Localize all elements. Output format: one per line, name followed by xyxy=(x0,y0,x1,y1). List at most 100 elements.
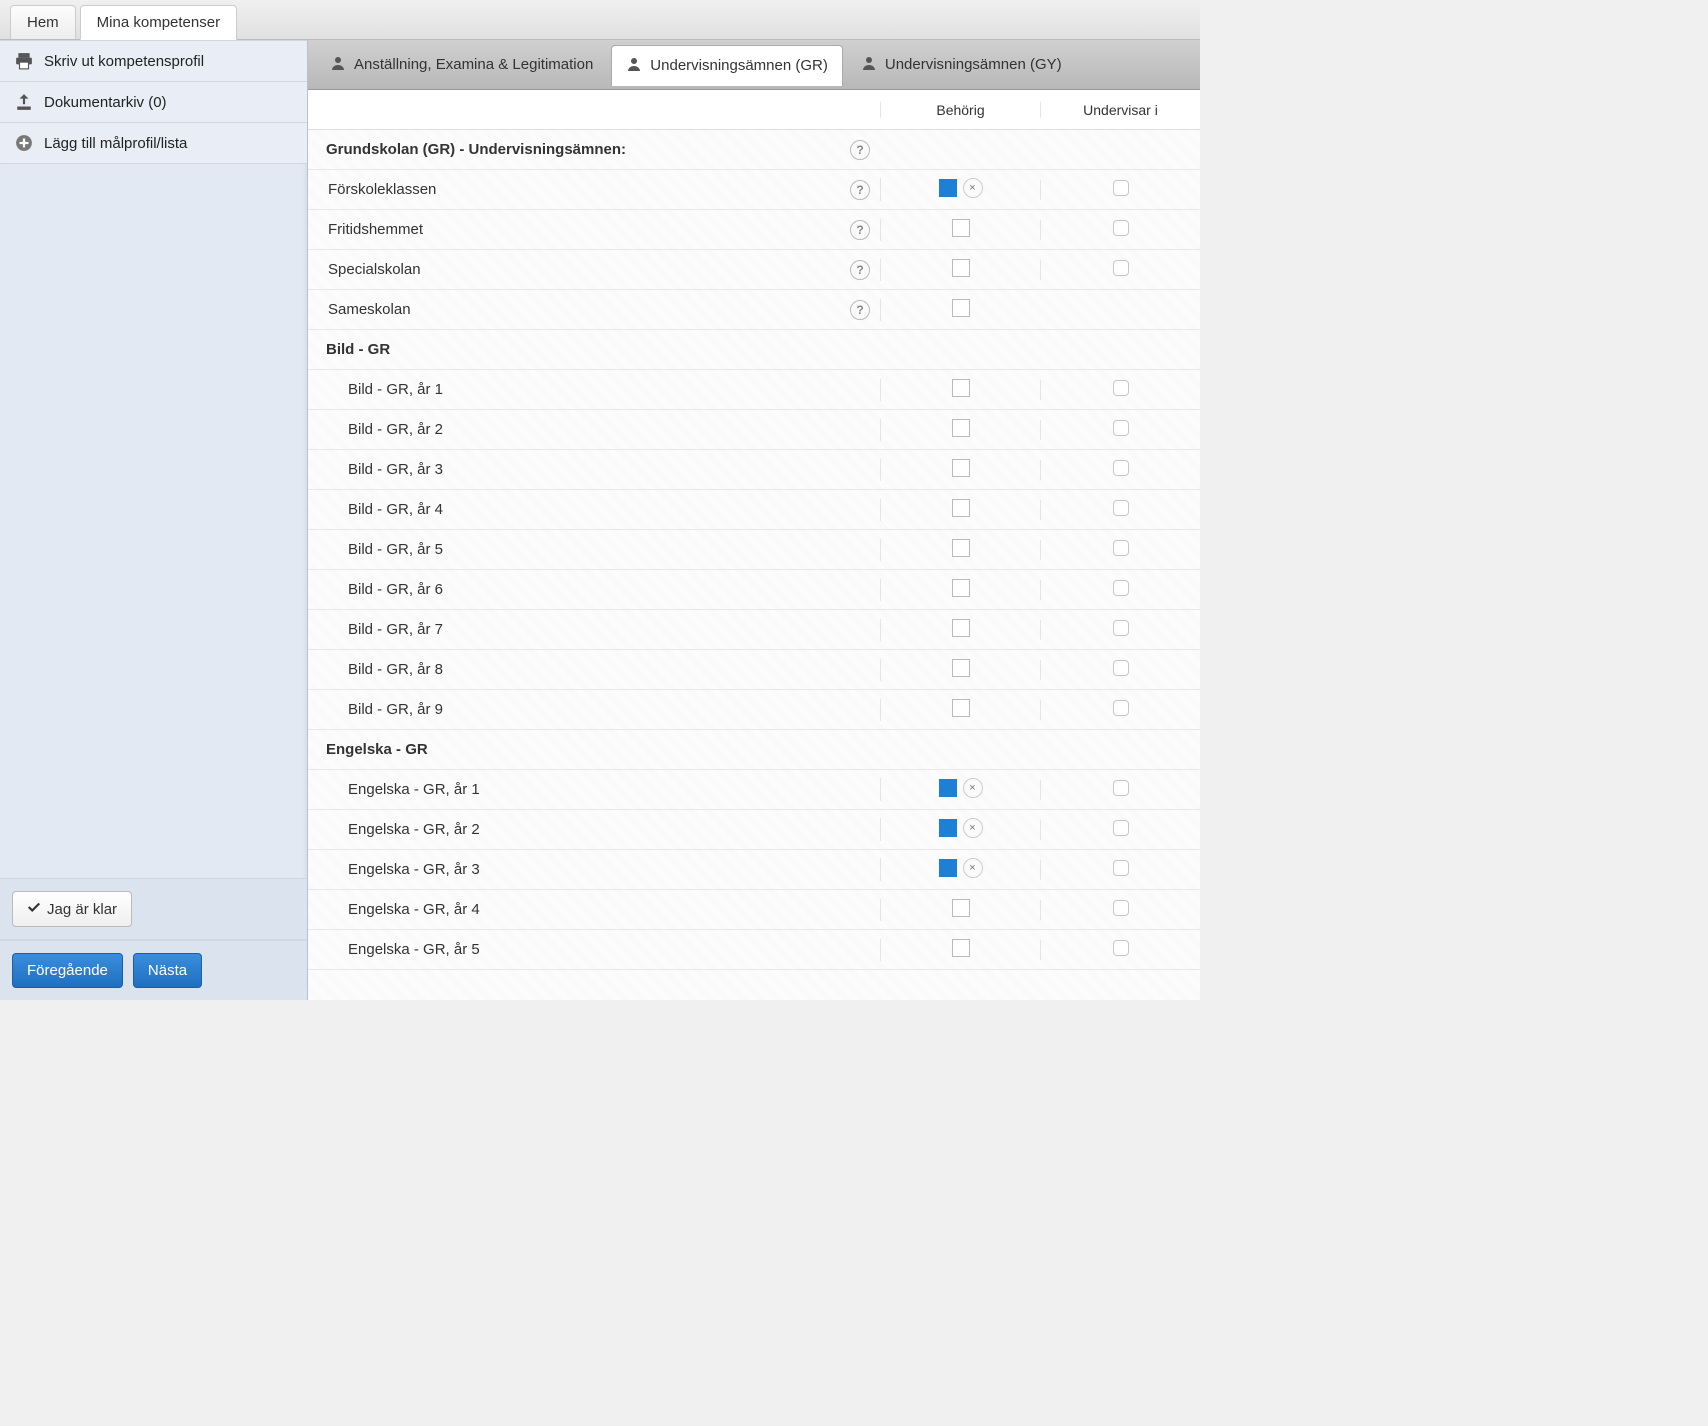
row-label: Bild - GR, år 4 xyxy=(308,501,840,518)
remove-icon[interactable]: × xyxy=(963,778,983,798)
behorig-checkbox[interactable] xyxy=(952,699,970,717)
undervisar-checkbox[interactable] xyxy=(1113,860,1129,876)
table-row: Fritidshemmet? xyxy=(308,210,1200,250)
sidebar-item-add-profile[interactable]: Lägg till målprofil/lista xyxy=(0,123,307,164)
table-row: Engelska - GR, år 1× xyxy=(308,770,1200,810)
table-row: Engelska - GR, år 3 × xyxy=(308,850,1200,890)
row-label: Grundskolan (GR) - Undervisningsämnen: xyxy=(308,141,840,158)
undervisar-checkbox[interactable] xyxy=(1113,460,1129,476)
sidebar-item-print[interactable]: Skriv ut kompetensprofil xyxy=(0,40,307,82)
table-row: Bild - GR, år 6 xyxy=(308,570,1200,610)
top-tab-hem[interactable]: Hem xyxy=(10,5,76,39)
remove-icon[interactable]: × xyxy=(963,178,983,198)
behorig-checkbox[interactable] xyxy=(952,219,970,237)
behorig-checkbox[interactable] xyxy=(939,859,957,877)
behorig-checkbox[interactable] xyxy=(939,179,957,197)
undervisar-checkbox[interactable] xyxy=(1113,220,1129,236)
remove-icon[interactable]: × xyxy=(963,818,983,838)
undervisar-checkbox[interactable] xyxy=(1113,700,1129,716)
row-label: Engelska - GR, år 2 xyxy=(308,821,840,838)
sidebar-item-label: Dokumentarkiv (0) xyxy=(44,94,167,111)
behorig-checkbox[interactable] xyxy=(952,899,970,917)
tab-undervisning-gy[interactable]: Undervisningsämnen (GY) xyxy=(847,45,1076,85)
table-row: Engelska - GR, år 4 xyxy=(308,890,1200,930)
help-icon[interactable]: ? xyxy=(850,180,870,200)
behorig-checkbox[interactable] xyxy=(939,819,957,837)
sidebar-item-label: Skriv ut kompetensprofil xyxy=(44,53,204,70)
tab-undervisning-gr[interactable]: Undervisningsämnen (GR) xyxy=(611,45,843,86)
next-button[interactable]: Nästa xyxy=(133,953,202,988)
table-row: Bild - GR, år 9 xyxy=(308,690,1200,730)
content: Anställning, Examina & Legitimation Unde… xyxy=(308,40,1200,1000)
undervisar-checkbox[interactable] xyxy=(1113,580,1129,596)
row-label: Fritidshemmet xyxy=(308,221,840,238)
row-label: Bild - GR, år 1 xyxy=(308,381,840,398)
prev-button[interactable]: Föregående xyxy=(12,953,123,988)
behorig-checkbox[interactable] xyxy=(952,379,970,397)
behorig-checkbox[interactable] xyxy=(952,459,970,477)
undervisar-checkbox[interactable] xyxy=(1113,180,1129,196)
row-label: Engelska - GR xyxy=(308,741,840,758)
behorig-checkbox[interactable] xyxy=(952,419,970,437)
behorig-checkbox[interactable] xyxy=(952,579,970,597)
behorig-checkbox[interactable] xyxy=(952,659,970,677)
behorig-checkbox[interactable] xyxy=(952,299,970,317)
behorig-checkbox[interactable] xyxy=(952,539,970,557)
table-row: Bild - GR, år 5 xyxy=(308,530,1200,570)
help-icon[interactable]: ? xyxy=(850,140,870,160)
help-icon[interactable]: ? xyxy=(850,260,870,280)
behorig-checkbox[interactable] xyxy=(952,499,970,517)
remove-icon[interactable]: × xyxy=(963,858,983,878)
help-icon[interactable]: ? xyxy=(850,220,870,240)
printer-icon xyxy=(14,51,34,71)
person-icon xyxy=(626,56,642,76)
table-row: Bild - GR, år 2 xyxy=(308,410,1200,450)
row-label: Engelska - GR, år 3 xyxy=(308,861,840,878)
table-row: Bild - GR, år 7 xyxy=(308,610,1200,650)
row-label: Specialskolan xyxy=(308,261,840,278)
undervisar-checkbox[interactable] xyxy=(1113,500,1129,516)
table-row: Bild - GR, år 3 xyxy=(308,450,1200,490)
undervisar-checkbox[interactable] xyxy=(1113,540,1129,556)
table-group-row: Engelska - GR xyxy=(308,730,1200,770)
undervisar-checkbox[interactable] xyxy=(1113,940,1129,956)
column-behorig: Behörig xyxy=(880,102,1040,118)
plus-circle-icon xyxy=(14,133,34,153)
content-tab-label: Undervisningsämnen (GY) xyxy=(885,56,1062,73)
row-label: Bild - GR xyxy=(308,341,840,358)
top-tab-label: Hem xyxy=(27,14,59,31)
help-icon[interactable]: ? xyxy=(850,300,870,320)
behorig-checkbox[interactable] xyxy=(952,619,970,637)
behorig-checkbox[interactable] xyxy=(952,259,970,277)
sidebar-item-documents[interactable]: Dokumentarkiv (0) xyxy=(0,82,307,123)
row-label: Bild - GR, år 2 xyxy=(308,421,840,438)
undervisar-checkbox[interactable] xyxy=(1113,660,1129,676)
top-tab-mina-kompetenser[interactable]: Mina kompetenser xyxy=(80,5,237,40)
column-undervisar: Undervisar i xyxy=(1040,102,1200,118)
undervisar-checkbox[interactable] xyxy=(1113,620,1129,636)
row-label: Bild - GR, år 3 xyxy=(308,461,840,478)
table-row: Engelska - GR, år 2 × xyxy=(308,810,1200,850)
done-button-label: Jag är klar xyxy=(47,901,117,918)
upload-icon xyxy=(14,92,34,112)
undervisar-checkbox[interactable] xyxy=(1113,380,1129,396)
table-row: Förskoleklassen? × xyxy=(308,170,1200,210)
row-label: Sameskolan xyxy=(308,301,840,318)
row-label: Bild - GR, år 8 xyxy=(308,661,840,678)
content-tab-label: Anställning, Examina & Legitimation xyxy=(354,56,593,73)
content-tab-bar: Anställning, Examina & Legitimation Unde… xyxy=(308,40,1200,90)
behorig-checkbox[interactable] xyxy=(952,939,970,957)
undervisar-checkbox[interactable] xyxy=(1113,820,1129,836)
undervisar-checkbox[interactable] xyxy=(1113,900,1129,916)
done-button[interactable]: Jag är klar xyxy=(12,891,132,927)
tab-anstallning[interactable]: Anställning, Examina & Legitimation xyxy=(316,45,607,85)
undervisar-checkbox[interactable] xyxy=(1113,260,1129,276)
undervisar-checkbox[interactable] xyxy=(1113,420,1129,436)
table-row: Bild - GR, år 1 xyxy=(308,370,1200,410)
row-label: Förskoleklassen xyxy=(308,181,840,198)
person-icon xyxy=(330,55,346,75)
top-tab-label: Mina kompetenser xyxy=(97,14,220,31)
content-tab-label: Undervisningsämnen (GR) xyxy=(650,57,828,74)
undervisar-checkbox[interactable] xyxy=(1113,780,1129,796)
behorig-checkbox[interactable] xyxy=(939,779,957,797)
